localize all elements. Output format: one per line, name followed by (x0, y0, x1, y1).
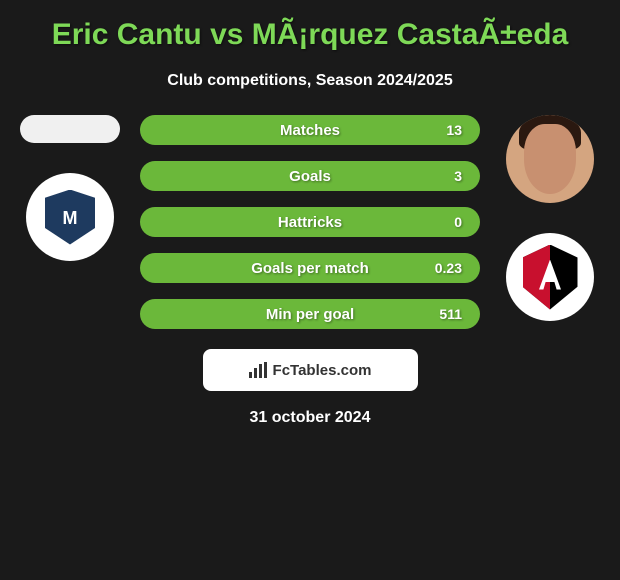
stat-label: Matches (280, 122, 340, 139)
stat-label: Min per goal (266, 306, 354, 323)
right-player-column (495, 115, 605, 321)
stat-row-goals: Goals 3 (140, 161, 480, 191)
stats-column: Matches 13 Goals 3 Hattricks 0 Goals per… (140, 115, 480, 329)
season-subtitle: Club competitions, Season 2024/2025 (10, 72, 610, 90)
date-text: 31 october 2024 (10, 409, 610, 427)
player-left-avatar (20, 115, 120, 143)
stat-label: Goals per match (251, 260, 369, 277)
atlas-shield-icon (523, 245, 578, 310)
left-player-column: M (15, 115, 125, 261)
footer-brand-text: FcTables.com (273, 362, 372, 379)
stat-row-matches: Matches 13 (140, 115, 480, 145)
stat-value: 0.23 (435, 260, 462, 276)
stat-label: Hattricks (278, 214, 342, 231)
club-right-logo (506, 233, 594, 321)
club-left-logo: M (26, 173, 114, 261)
infographic-container: Eric Cantu vs MÃ¡rquez CastaÃ±eda Club c… (0, 0, 620, 437)
monterrey-shield-icon: M (45, 190, 95, 245)
stat-value: 13 (446, 122, 462, 138)
stat-label: Goals (289, 168, 331, 185)
footer-brand-box: FcTables.com (203, 349, 418, 391)
stat-value: 0 (454, 214, 462, 230)
stat-row-min-per-goal: Min per goal 511 (140, 299, 480, 329)
stat-row-hattricks: Hattricks 0 (140, 207, 480, 237)
player-right-avatar (506, 115, 594, 203)
comparison-title: Eric Cantu vs MÃ¡rquez CastaÃ±eda (10, 18, 610, 52)
chart-icon (249, 362, 267, 378)
stat-row-goals-per-match: Goals per match 0.23 (140, 253, 480, 283)
main-comparison-area: M Matches 13 Goals 3 Hattricks 0 Goals p… (10, 115, 610, 329)
stat-value: 511 (439, 306, 462, 322)
stat-value: 3 (454, 168, 462, 184)
